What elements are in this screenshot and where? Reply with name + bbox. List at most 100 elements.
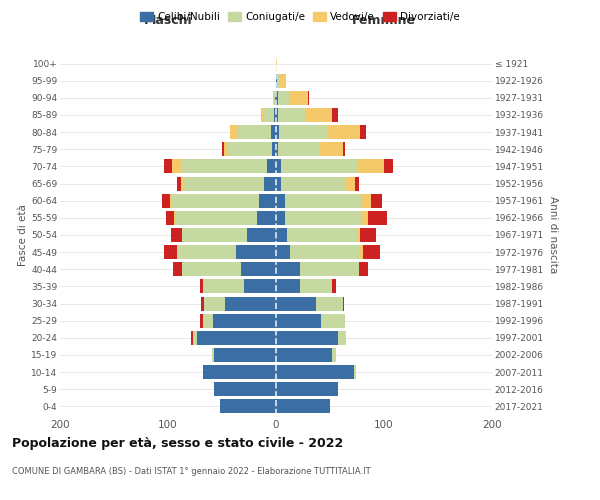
Bar [275,91,276,105]
Bar [171,228,182,242]
Bar [271,125,276,139]
Bar [281,176,346,190]
Bar [261,108,263,122]
Bar [354,365,356,379]
Text: Femmine: Femmine [352,14,416,28]
Bar [173,262,182,276]
Bar [166,211,175,225]
Text: COMUNE DI GAMBARA (BS) - Dati ISTAT 1° gennaio 2022 - Elaborazione TUTTITALIA.IT: COMUNE DI GAMBARA (BS) - Dati ISTAT 1° g… [12,468,371,476]
Y-axis label: Anni di nascita: Anni di nascita [548,196,558,274]
Bar [276,228,287,242]
Bar [259,194,276,207]
Bar [230,125,238,139]
Bar [280,74,286,88]
Bar [289,91,308,105]
Bar [264,176,276,190]
Bar [290,245,360,259]
Bar [322,314,345,328]
Bar [343,142,345,156]
Bar [346,176,355,190]
Bar [191,331,193,345]
Bar [172,160,181,173]
Bar [281,160,357,173]
Bar [332,108,338,122]
Bar [214,314,276,328]
Bar [203,314,214,328]
Bar [276,176,281,190]
Bar [241,262,276,276]
Bar [360,228,376,242]
Bar [176,176,181,190]
Bar [362,211,368,225]
Bar [172,194,259,207]
Bar [202,296,203,310]
Bar [276,365,354,379]
Bar [214,348,276,362]
Bar [203,280,244,293]
Bar [357,160,384,173]
Bar [182,228,247,242]
Bar [181,176,183,190]
Bar [278,108,305,122]
Bar [276,245,290,259]
Bar [214,382,276,396]
Bar [274,108,276,122]
Bar [368,211,387,225]
Bar [247,228,276,242]
Bar [276,108,278,122]
Bar [170,194,172,207]
Bar [272,142,276,156]
Bar [276,142,278,156]
Bar [224,142,229,156]
Bar [300,262,359,276]
Bar [362,194,371,207]
Bar [276,331,338,345]
Bar [222,142,224,156]
Bar [238,125,271,139]
Bar [276,125,279,139]
Bar [332,280,337,293]
Legend: Celibi/Nubili, Coniugati/e, Vedovi/e, Divorziati/e: Celibi/Nubili, Coniugati/e, Vedovi/e, Di… [136,8,464,26]
Bar [287,228,357,242]
Bar [338,331,346,345]
Bar [203,296,225,310]
Bar [276,91,278,105]
Bar [268,160,276,173]
Bar [343,296,344,310]
Bar [300,280,332,293]
Bar [276,56,277,70]
Bar [278,142,319,156]
Bar [276,314,322,328]
Bar [384,160,392,173]
Bar [257,211,276,225]
Bar [328,125,360,139]
Bar [273,91,275,105]
Bar [164,245,176,259]
Bar [276,400,330,413]
Bar [244,280,276,293]
Bar [276,160,281,173]
Bar [176,211,257,225]
Bar [355,176,359,190]
Bar [277,74,280,88]
Bar [278,91,289,105]
Bar [357,228,360,242]
Bar [276,280,300,293]
Bar [360,125,365,139]
Bar [220,400,276,413]
Bar [200,314,203,328]
Bar [212,348,214,362]
Bar [359,262,368,276]
Bar [360,245,364,259]
Bar [200,280,203,293]
Bar [364,245,380,259]
Bar [164,160,172,173]
Bar [276,74,277,88]
Bar [236,245,276,259]
Bar [175,211,176,225]
Bar [183,176,264,190]
Bar [305,108,332,122]
Bar [276,348,332,362]
Bar [229,142,272,156]
Bar [279,125,328,139]
